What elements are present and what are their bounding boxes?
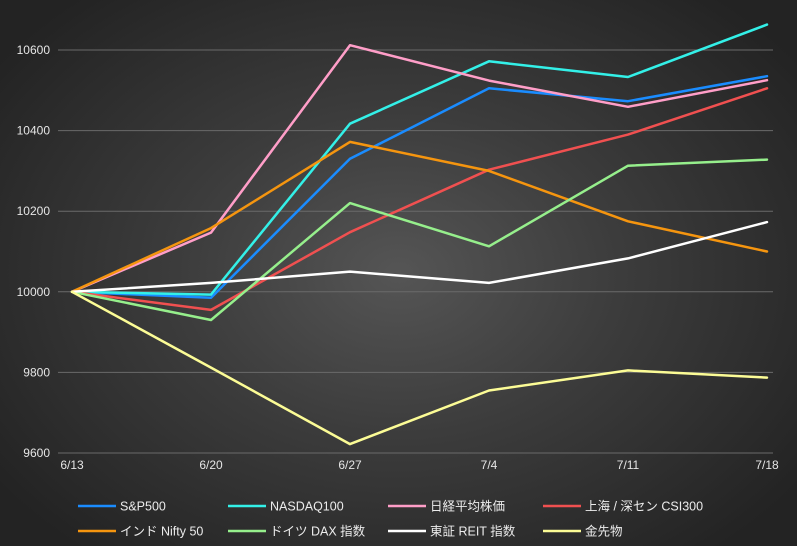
y-tick-label-10000: 10000 xyxy=(17,285,51,299)
series-line-2 xyxy=(70,23,769,296)
series-line-7 xyxy=(70,220,769,294)
y-axis-ticks: 9600 9800 10000 10200 10400 10600 xyxy=(17,43,51,460)
series-line-4 xyxy=(70,87,769,312)
x-axis-ticks: 6/13 6/20 6/27 7/4 7/11 7/18 xyxy=(60,458,779,472)
x-tick-label-7-11: 7/11 xyxy=(617,458,640,472)
legend-label-4: 上海 / 深セン CSI300 xyxy=(585,499,703,514)
y-tick-label-9600: 9600 xyxy=(23,446,50,460)
x-tick-label-6-13: 6/13 xyxy=(60,458,84,472)
series-line-3 xyxy=(70,43,769,294)
legend-label-2: NASDAQ100 xyxy=(270,500,344,514)
legend-label-3: 日経平均株価 xyxy=(430,499,505,514)
legend: S&P500 NASDAQ100 日経平均株価 上海 / 深セン CSI300 インド … xyxy=(78,499,703,539)
y-tick-label-10600: 10600 xyxy=(17,43,51,57)
legend-label-8: 金先物 xyxy=(585,524,623,539)
series-line-5 xyxy=(70,140,769,294)
series-line-6 xyxy=(70,158,769,322)
legend-label-1: S&P500 xyxy=(120,500,166,514)
x-tick-label-6-20: 6/20 xyxy=(199,458,223,472)
legend-label-5: インド Nifty 50 xyxy=(120,525,203,539)
series-line-8 xyxy=(70,290,769,446)
y-tick-label-10200: 10200 xyxy=(17,204,51,218)
y-tick-label-9800: 9800 xyxy=(23,365,50,379)
x-tick-label-6-27: 6/27 xyxy=(338,458,362,472)
legend-label-7: 東証 REIT 指数 xyxy=(430,524,516,539)
x-tick-label-7-4: 7/4 xyxy=(481,458,498,472)
legend-label-6: ドイツ DAX 指数 xyxy=(270,524,366,539)
y-tick-label-10400: 10400 xyxy=(17,124,51,138)
series-lines xyxy=(70,23,769,446)
gridlines xyxy=(58,49,773,454)
series-line-1 xyxy=(70,74,769,300)
x-tick-label-7-18: 7/18 xyxy=(755,458,779,472)
